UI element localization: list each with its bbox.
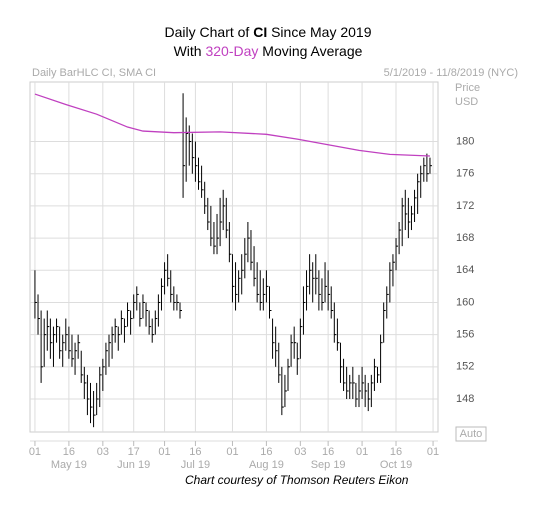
title-part: Since May 2019 — [267, 24, 371, 40]
date-range: 5/1/2019 - 11/8/2019 (NYC) — [384, 67, 518, 79]
y-tick-label: 180 — [456, 135, 474, 147]
title-part: CI — [253, 24, 267, 40]
x-tick-label: 16 — [260, 446, 272, 458]
y-tick-label: 160 — [456, 296, 474, 308]
y-tick-label: 164 — [456, 264, 474, 276]
y-tick-label: 152 — [456, 361, 474, 373]
month-label: Jul 19 — [181, 459, 210, 471]
title-part: Daily Chart of — [165, 24, 254, 40]
x-tick-label: 16 — [322, 446, 334, 458]
month-label: Sep 19 — [311, 459, 346, 471]
x-tick-label: 01 — [29, 446, 41, 458]
y-tick-label: 176 — [456, 168, 474, 180]
subtitle-part: Moving Average — [258, 43, 362, 59]
scale-button-box[interactable] — [455, 426, 487, 442]
x-tick-label: 01 — [427, 446, 439, 458]
month-label: Oct 19 — [380, 459, 412, 471]
subtitle-part: With — [174, 43, 206, 59]
study-label: Daily BarHLC CI, SMA CI — [32, 67, 156, 79]
scale-button[interactable]: Auto — [460, 428, 483, 440]
x-tick-label: 01 — [226, 446, 238, 458]
x-tick-label: 17 — [128, 446, 140, 458]
month-label: Jun 19 — [117, 459, 150, 471]
y-axis-label: USD — [455, 96, 478, 108]
x-tick-label: 16 — [63, 446, 75, 458]
y-axis-label: Price — [455, 82, 480, 94]
subtitle-part: 320-Day — [205, 43, 258, 59]
x-tick-label: 01 — [158, 446, 170, 458]
chart-title: Daily Chart of CI Since May 2019 — [165, 24, 372, 40]
credit: Chart courtesy of Thomson Reuters Eikon — [185, 473, 409, 487]
y-tick-label: 168 — [456, 232, 474, 244]
x-tick-label: 16 — [390, 446, 402, 458]
x-tick-label: 03 — [294, 446, 306, 458]
x-tick-label: 01 — [356, 446, 368, 458]
x-tick-label: 03 — [97, 446, 109, 458]
chart-subtitle: With 320-Day Moving Average — [174, 43, 363, 59]
month-label: Aug 19 — [249, 459, 284, 471]
y-tick-label: 148 — [456, 393, 474, 405]
plot-frame — [29, 81, 439, 433]
y-tick-label: 172 — [456, 200, 474, 212]
y-tick-label: 156 — [456, 329, 474, 341]
moving-average-line — [34, 93, 431, 157]
x-tick-label: 16 — [189, 446, 201, 458]
month-label: May 19 — [51, 459, 87, 471]
